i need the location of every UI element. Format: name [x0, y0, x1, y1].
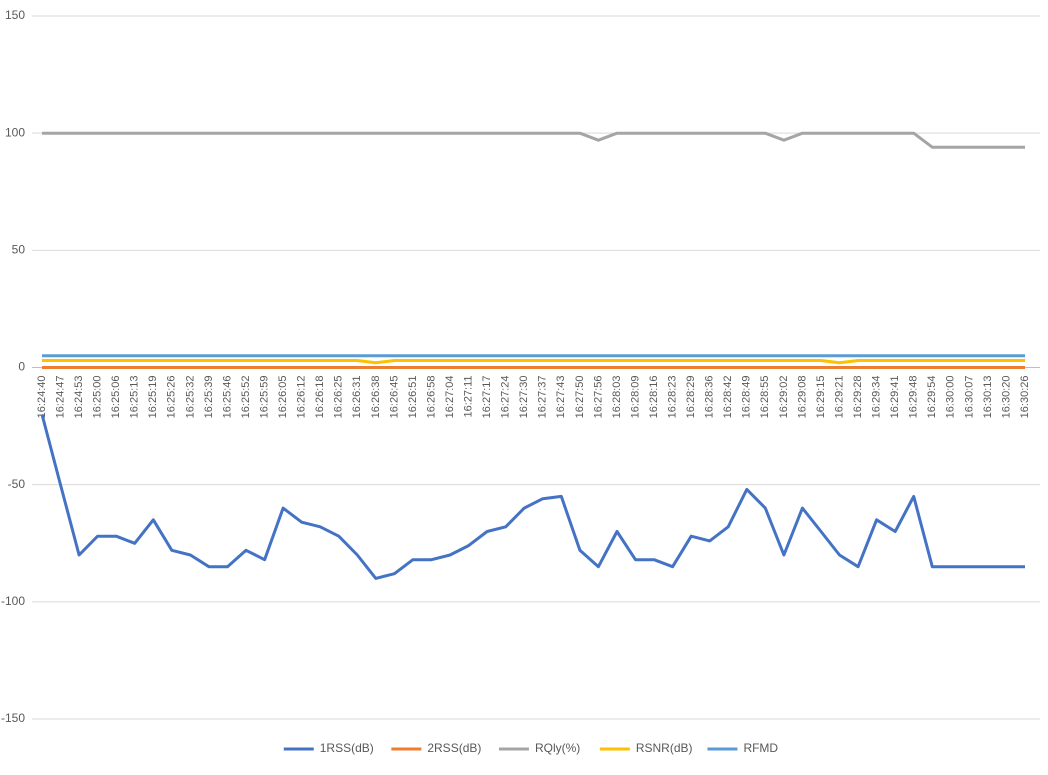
x-tick-label: 16:25:39	[203, 376, 215, 419]
x-tick-label: 16:29:48	[908, 376, 920, 419]
x-tick-label: 16:26:12	[296, 376, 308, 419]
x-tick-label: 16:25:46	[221, 376, 233, 419]
x-tick-label: 16:26:31	[351, 376, 363, 419]
x-tick-label: 16:24:53	[73, 376, 85, 419]
legend-item: 2RSS(dB)	[391, 741, 481, 755]
x-tick-label: 16:28:29	[685, 376, 697, 419]
series-line	[42, 131, 1025, 149]
legend-label: RSNR(dB)	[636, 741, 693, 755]
x-tick-label: 16:27:11	[462, 376, 474, 418]
x-tick-label: 16:25:59	[258, 376, 270, 419]
series-line	[42, 359, 1025, 365]
x-tick-label: 16:28:03	[611, 376, 623, 419]
x-tick-label: 16:26:58	[425, 376, 437, 419]
x-tick-label: 16:25:06	[110, 376, 122, 419]
x-tick-label: 16:28:42	[722, 376, 734, 419]
x-tick-label: 16:27:37	[537, 376, 549, 419]
x-tick-label: 16:26:18	[314, 376, 326, 419]
x-tick-label: 16:29:28	[852, 376, 864, 419]
x-tick-label: 16:27:50	[574, 376, 586, 419]
x-tick-label: 16:26:45	[388, 376, 400, 419]
y-tick-label: 50	[12, 243, 26, 257]
x-tick-label: 16:29:21	[833, 376, 845, 419]
x-tick-label: 16:29:41	[889, 376, 901, 419]
x-tick-label: 16:30:26	[1019, 376, 1031, 419]
legend-label: RFMD	[743, 741, 778, 755]
x-tick-label: 16:29:08	[796, 376, 808, 419]
legend-label: RQly(%)	[535, 741, 580, 755]
x-tick-label: 16:30:20	[1000, 376, 1012, 419]
x-tick-label: 16:25:13	[129, 376, 141, 419]
legend-label: 2RSS(dB)	[427, 741, 481, 755]
x-tick-label: 16:29:54	[926, 376, 938, 419]
x-tick-label: 16:24:40	[36, 376, 48, 419]
x-tick-label: 16:28:09	[629, 376, 641, 419]
y-tick-label: -150	[1, 711, 25, 725]
series-line	[40, 414, 1025, 580]
x-tick-label: 16:27:43	[555, 376, 567, 419]
x-tick-label: 16:28:16	[648, 376, 660, 419]
x-tick-label: 16:25:52	[240, 376, 252, 419]
x-tick-label: 16:28:36	[704, 376, 716, 419]
x-tick-label: 16:25:00	[92, 376, 104, 419]
x-tick-label: 16:27:24	[500, 376, 512, 419]
x-tick-label: 16:30:13	[982, 376, 994, 419]
x-tick-label: 16:27:30	[518, 376, 530, 419]
y-tick-label: -100	[1, 594, 25, 608]
x-tick-label: 16:24:47	[54, 376, 66, 419]
y-tick-label: 100	[5, 125, 25, 139]
x-tick-label: 16:28:55	[759, 376, 771, 419]
legend-item: 1RSS(dB)	[283, 741, 374, 755]
x-tick-label: 16:29:02	[778, 376, 790, 419]
legend-item: RFMD	[707, 741, 778, 755]
legend-label: 1RSS(dB)	[320, 741, 374, 755]
legend-item: RSNR(dB)	[599, 741, 693, 755]
y-tick-label: 150	[5, 8, 25, 22]
x-tick-label: 16:29:34	[871, 376, 883, 419]
x-tick-label: 16:29:15	[815, 376, 827, 419]
x-tick-label: 16:26:51	[407, 376, 419, 419]
x-tick-label: 16:28:23	[667, 376, 679, 419]
x-tick-label: 16:25:19	[147, 376, 159, 419]
x-tick-label: 16:27:04	[444, 376, 456, 419]
y-tick-label: 0	[18, 360, 25, 374]
x-tick-label: 16:27:17	[481, 376, 493, 419]
x-tick-label: 16:25:32	[184, 376, 196, 419]
x-tick-label: 16:26:05	[277, 376, 289, 419]
legend-item: RQly(%)	[498, 741, 580, 755]
x-tick-label: 16:26:38	[370, 376, 382, 419]
x-tick-label: 16:30:07	[963, 376, 975, 419]
x-tick-label: 16:25:26	[166, 376, 178, 419]
x-tick-label: 16:30:00	[945, 376, 957, 419]
x-tick-label: 16:27:56	[592, 376, 604, 419]
x-tick-label: 16:26:25	[333, 376, 345, 419]
x-tick-label: 16:28:49	[741, 376, 753, 419]
y-tick-label: -50	[8, 477, 26, 491]
